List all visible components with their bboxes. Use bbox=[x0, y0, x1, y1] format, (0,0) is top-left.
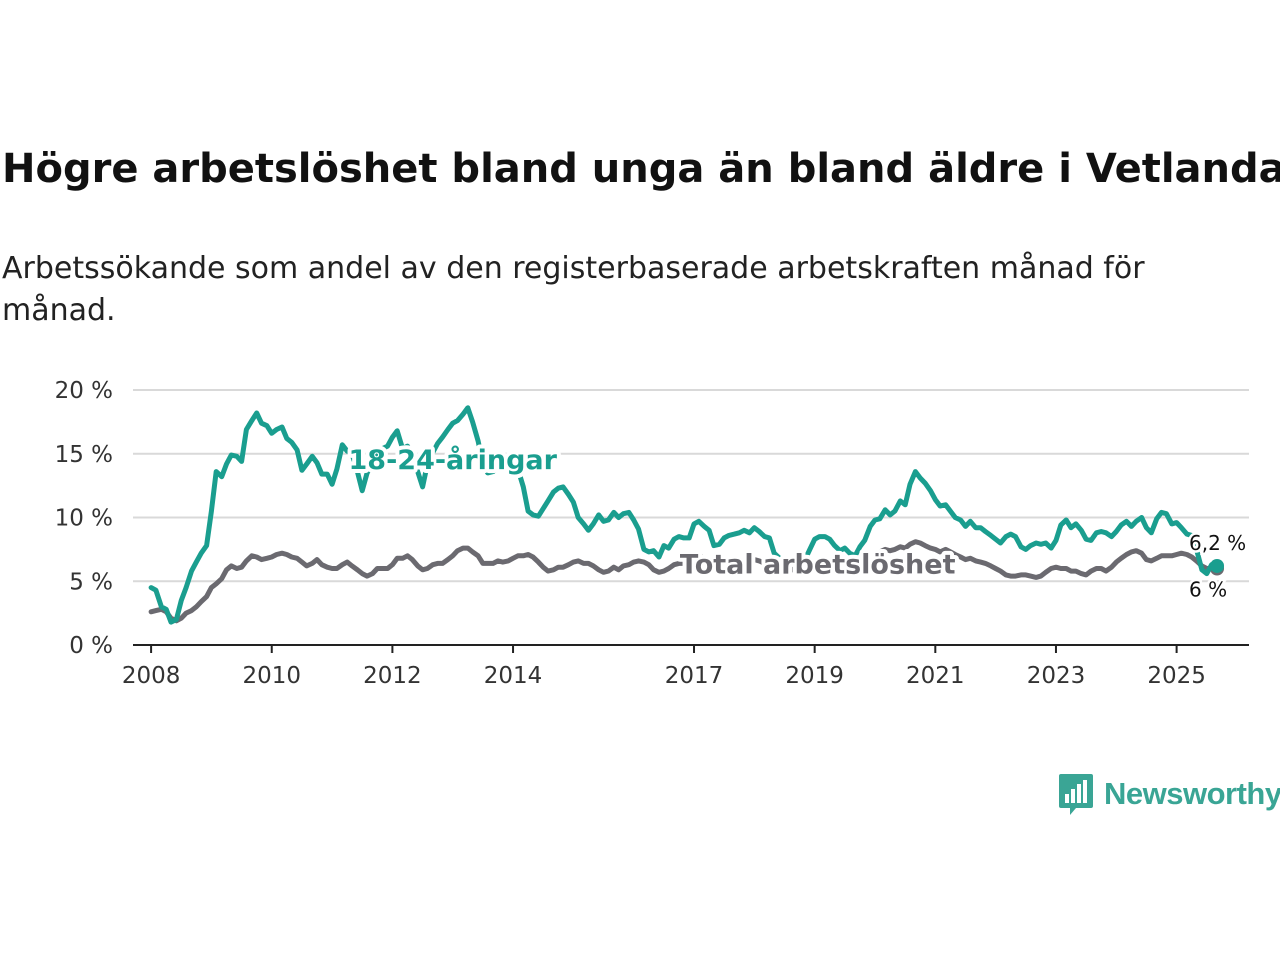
y-axis-ticks: 0 % 5 % 10 % 15 % 20 % bbox=[55, 378, 113, 659]
x-tick-label: 2019 bbox=[785, 663, 844, 689]
series-labels: 18-24-åringar Total arbetslöshet 6,2 % 6 % bbox=[345, 440, 1249, 604]
end-point-youth bbox=[1210, 558, 1225, 573]
series-label-total: Total arbetslöshet bbox=[680, 550, 956, 581]
chart-title: Högre arbetslöshet bland unga än bland ä… bbox=[2, 146, 1280, 192]
gridlines bbox=[133, 389, 1249, 583]
x-tick-label: 2008 bbox=[122, 663, 181, 689]
brand-name: Newsworthy bbox=[1104, 776, 1280, 811]
x-tick-label: 2021 bbox=[906, 663, 965, 689]
series-lines bbox=[148, 405, 1225, 625]
x-tick-label: 2010 bbox=[242, 663, 301, 689]
chart-subtitle: Arbetssökande som andel av den registerb… bbox=[2, 251, 1145, 328]
y-tick-label: 10 % bbox=[55, 506, 113, 532]
x-axis: 2008 2010 2012 2014 2017 2019 2021 2023 2025 bbox=[122, 644, 1249, 689]
series-line-youth bbox=[148, 405, 1220, 625]
y-tick-label: 20 % bbox=[55, 378, 113, 404]
x-tick-label: 2023 bbox=[1027, 663, 1086, 689]
end-value-total: 6 % bbox=[1189, 578, 1227, 602]
brand-logo[interactable]: Newsworthy bbox=[1058, 772, 1280, 816]
x-tick-label: 2014 bbox=[484, 663, 543, 689]
y-tick-label: 0 % bbox=[69, 633, 113, 659]
y-tick-label: 15 % bbox=[55, 442, 113, 468]
series-line-total bbox=[148, 539, 1220, 624]
x-tick-label: 2025 bbox=[1147, 663, 1206, 689]
line-chart: 0 %5 %10 %15 %20 % 2008 2010 2012 2014 2017 2… bbox=[55, 378, 1249, 689]
newsworthy-logo-icon bbox=[1059, 774, 1093, 815]
x-tick-label: 2017 bbox=[665, 663, 724, 689]
series-label-youth: 18-24-åringar bbox=[349, 444, 558, 476]
y-tick-label: 5 % bbox=[69, 569, 113, 595]
end-value-youth: 6,2 % bbox=[1189, 531, 1246, 555]
x-tick-label: 2012 bbox=[363, 663, 422, 689]
